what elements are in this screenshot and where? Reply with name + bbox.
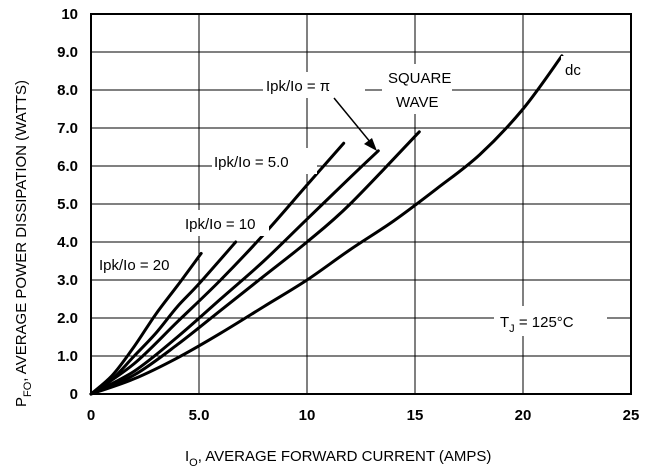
y-tick-label: 9.0 [57, 44, 78, 61]
y-tick-label: 6.0 [57, 158, 78, 175]
pi-arrow-shaft [333, 97, 372, 144]
curves [89, 54, 564, 396]
y-tick-label: 8.0 [57, 82, 78, 99]
series-line-0 [89, 251, 203, 396]
series-line-2 [89, 141, 346, 396]
y-axis-title: PFO, AVERAGE POWER DISSIPATION (WATTS) [13, 80, 34, 407]
label-tj: TJ = 125°C [500, 314, 574, 335]
label-square: SQUARE [388, 70, 451, 87]
y-axis-title-main: P [13, 397, 30, 407]
tick-labels: 0 5.0 10 15 20 25 0 1.0 2.0 3.0 4.0 5.0 6.0 7.0 8.0 9.0… [57, 6, 639, 424]
label-ipkpi: Ipk/Io = π [266, 78, 330, 95]
annotations: Ipk/Io = 20 Ipk/Io = 10 Ipk/Io = 5.0 Ipk… [97, 56, 607, 336]
label-tj-sub: J [509, 323, 515, 335]
x-tick-label: 20 [515, 407, 532, 424]
x-tick-label: 10 [299, 407, 316, 424]
x-axis-title-rest: , AVERAGE FORWARD CURRENT (AMPS) [198, 448, 492, 465]
label-ipk5: Ipk/Io = 5.0 [214, 154, 289, 171]
pi-arrow-head [364, 138, 377, 151]
x-tick-label: 0 [87, 407, 95, 424]
y-tick-label: 3.0 [57, 272, 78, 289]
x-tick-label: 5.0 [189, 407, 210, 424]
x-axis-title-sub: O [189, 457, 198, 469]
series-line-3 [89, 149, 380, 396]
y-tick-label: 4.0 [57, 234, 78, 251]
label-dc: dc [565, 62, 581, 79]
label-ipk10: Ipk/Io = 10 [185, 216, 255, 233]
y-tick-label: 5.0 [57, 196, 78, 213]
series-line-5 [89, 54, 564, 396]
y-tick-label: 0 [70, 386, 78, 403]
label-ipk20: Ipk/Io = 20 [99, 257, 169, 274]
label-tj-rest: = 125°C [515, 314, 574, 331]
label-wave: WAVE [396, 94, 439, 111]
y-tick-label: 2.0 [57, 310, 78, 327]
y-axis-title-rest: , AVERAGE POWER DISSIPATION (WATTS) [13, 80, 30, 382]
plot-frame [90, 13, 632, 395]
x-tick-label: 25 [623, 407, 640, 424]
series-line-4 [89, 130, 421, 396]
x-tick-label: 15 [407, 407, 424, 424]
y-axis-title-sub: FO [22, 381, 34, 397]
y-tick-label: 1.0 [57, 348, 78, 365]
y-tick-label: 10 [61, 6, 78, 23]
y-tick-label: 7.0 [57, 120, 78, 137]
label-tj-main: T [500, 314, 509, 331]
x-axis-title: IO, AVERAGE FORWARD CURRENT (AMPS) [185, 448, 491, 469]
x-axis-title-main: I [185, 448, 189, 465]
